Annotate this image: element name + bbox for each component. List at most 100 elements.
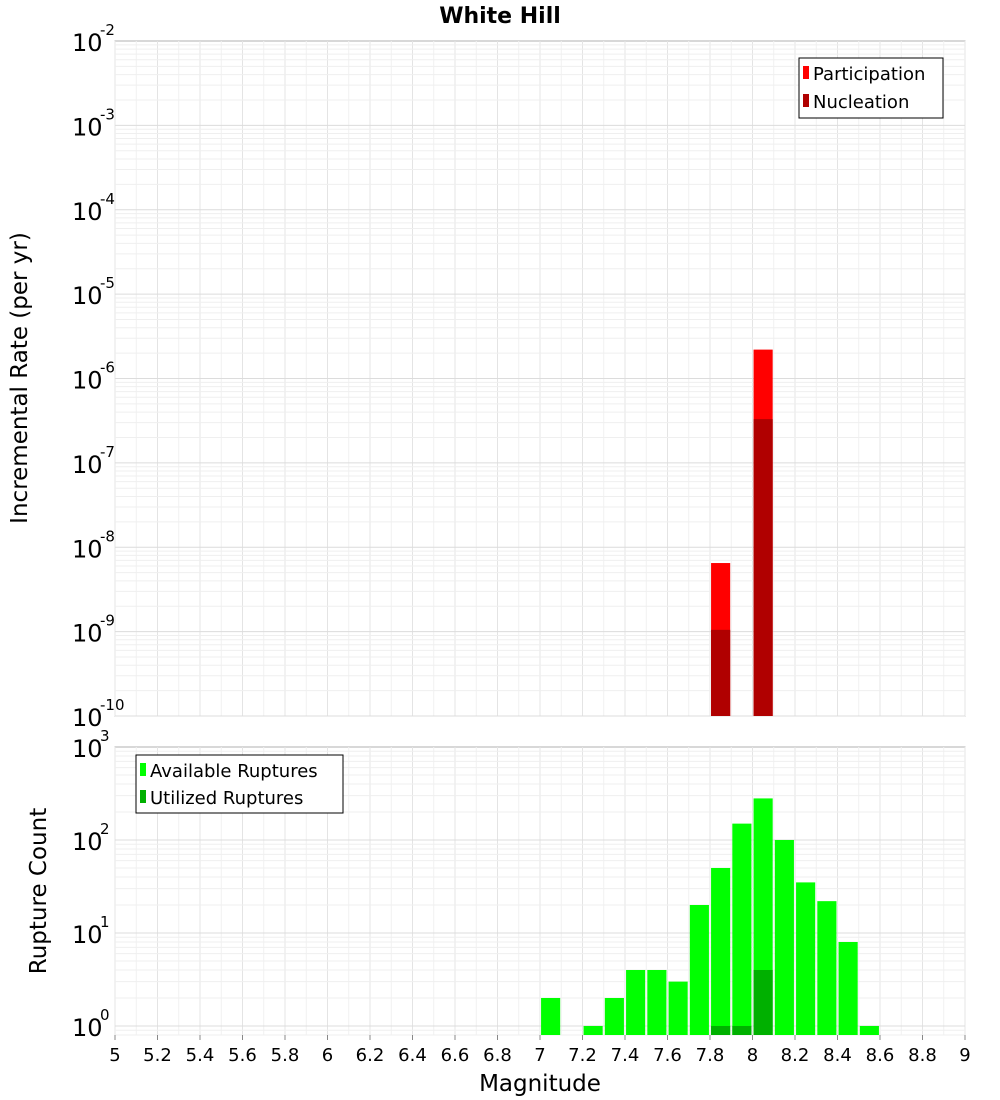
rate-y-tick-exponent: -8 (100, 527, 115, 545)
x-tick-label: 6.8 (483, 1045, 512, 1066)
x-tick-label: 8.8 (908, 1045, 937, 1066)
count-bar-available-ruptures (604, 997, 624, 1035)
count-x-ticks: 5 5.2 5.4 5.6 5.8 6 6.2 6.4 6.6 6.8 7 7.2 7.4 7.6 7.8 8… (109, 1035, 971, 1066)
x-tick-label: 5.8 (271, 1045, 300, 1066)
count-bar-utilized-ruptures (732, 1025, 752, 1035)
rate-bar-nucleation (753, 419, 773, 716)
count-y-tick-base: 10 (72, 735, 103, 763)
rate-y-tick-label: 10-2 (72, 21, 115, 57)
nucleation-legend-swatch (803, 94, 809, 107)
x-tick-label: 8.6 (866, 1045, 895, 1066)
rate-y-tick-exponent: -6 (100, 359, 115, 377)
x-tick-label: 7 (534, 1045, 545, 1066)
utilized-legend-swatch (140, 790, 146, 803)
x-tick-label: 8.4 (823, 1045, 852, 1066)
participation-legend-label: Participation (813, 64, 925, 85)
count-y-tick-label: 101 (72, 913, 110, 949)
rate-y-tick-label: 10-4 (72, 190, 115, 226)
x-tick-label: 6.2 (356, 1045, 385, 1066)
utilized-legend-label: Utilized Ruptures (150, 788, 303, 809)
count-bar-available-ruptures (796, 882, 816, 1035)
count-bar-available-ruptures (711, 867, 731, 1035)
rate-y-tick-label: 10-7 (72, 443, 115, 479)
rate-bars (711, 349, 773, 716)
count-legend: Available Ruptures Utilized Ruptures (135, 754, 344, 814)
x-tick-label: 6.4 (398, 1045, 427, 1066)
rate-y-tick-base: 10 (72, 198, 103, 226)
x-tick-label: 7.2 (568, 1045, 597, 1066)
rate-y-tick-label: 10-6 (72, 359, 115, 395)
chart-title: White Hill (439, 4, 561, 29)
nucleation-legend-label: Nucleation (813, 92, 909, 113)
x-tick-label: 9 (959, 1045, 970, 1066)
count-y-tick-base: 10 (72, 921, 103, 949)
rate-y-tick-base: 10 (72, 367, 103, 395)
count-y-tick-base: 10 (72, 828, 103, 856)
count-bar-available-ruptures (647, 969, 667, 1035)
count-bar-utilized-ruptures (753, 969, 773, 1035)
rate-y-tick-exponent: -3 (100, 105, 115, 123)
x-tick-label: 5 (109, 1045, 120, 1066)
count-bar-available-ruptures (859, 1025, 879, 1035)
rate-y-tick-exponent: -4 (100, 190, 115, 208)
x-tick-label: 5.2 (143, 1045, 172, 1066)
rate-y-axis-label: Incremental Rate (per yr) (7, 232, 33, 524)
count-bar-available-ruptures (668, 981, 688, 1035)
count-bar-available-ruptures (732, 823, 752, 1035)
rate-y-tick-base: 10 (72, 113, 103, 141)
rate-y-tick-label: 10-10 (72, 696, 125, 732)
count-bar-available-ruptures (541, 997, 561, 1035)
rate-y-tick-label: 10-9 (72, 612, 115, 648)
available-legend-swatch (140, 763, 146, 776)
rate-y-tick-base: 10 (72, 451, 103, 479)
x-tick-label: 6 (322, 1045, 333, 1066)
count-y-tick-label: 102 (72, 820, 110, 856)
x-tick-label: 7.4 (611, 1045, 640, 1066)
count-y-tick-exponent: 3 (100, 727, 110, 745)
count-bar-available-ruptures (817, 901, 837, 1035)
count-legend-box (135, 754, 344, 814)
count-bar-available-ruptures (689, 904, 709, 1035)
rate-y-tick-exponent: -7 (100, 443, 115, 461)
rate-bar-nucleation (711, 629, 731, 716)
rate-y-tick-label: 10-5 (72, 274, 115, 310)
rate-y-tick-exponent: -9 (100, 612, 115, 630)
count-y-tick-exponent: 0 (100, 1006, 110, 1024)
rate-y-tick-base: 10 (72, 704, 103, 732)
rate-legend: Participation Nucleation (798, 57, 944, 119)
rate-y-tick-exponent: -5 (100, 274, 115, 292)
x-tick-label: 6.6 (441, 1045, 470, 1066)
count-y-tick-exponent: 1 (100, 913, 110, 931)
x-tick-label: 8 (747, 1045, 758, 1066)
count-bar-utilized-ruptures (711, 1025, 731, 1035)
x-tick-label: 7.8 (696, 1045, 725, 1066)
rate-y-tick-base: 10 (72, 282, 103, 310)
count-bar-available-ruptures (838, 942, 858, 1035)
rate-y-tick-label: 10-8 (72, 527, 115, 563)
rate-y-tick-base: 10 (72, 620, 103, 648)
available-legend-label: Available Ruptures (150, 761, 318, 782)
count-bars (541, 798, 879, 1035)
x-tick-label: 8.2 (781, 1045, 810, 1066)
count-bar-available-ruptures (626, 969, 646, 1035)
count-y-tick-label: 100 (72, 1006, 110, 1042)
count-y-tick-base: 10 (72, 1014, 103, 1042)
x-axis-label: Magnitude (479, 1071, 601, 1097)
rate-y-tick-exponent: -2 (100, 21, 115, 39)
participation-legend-swatch (803, 66, 809, 79)
count-y-tick-exponent: 2 (100, 820, 110, 838)
count-bar-available-ruptures (583, 1025, 603, 1035)
x-tick-label: 7.6 (653, 1045, 682, 1066)
rate-y-tick-exponent: -10 (100, 696, 125, 714)
count-y-tick-label: 103 (72, 727, 110, 763)
count-y-axis-label: Rupture Count (26, 808, 52, 974)
rate-legend-box (798, 57, 944, 119)
rate-y-tick-base: 10 (72, 535, 103, 563)
count-bar-available-ruptures (774, 839, 794, 1035)
rate-y-tick-label: 10-3 (72, 105, 115, 141)
